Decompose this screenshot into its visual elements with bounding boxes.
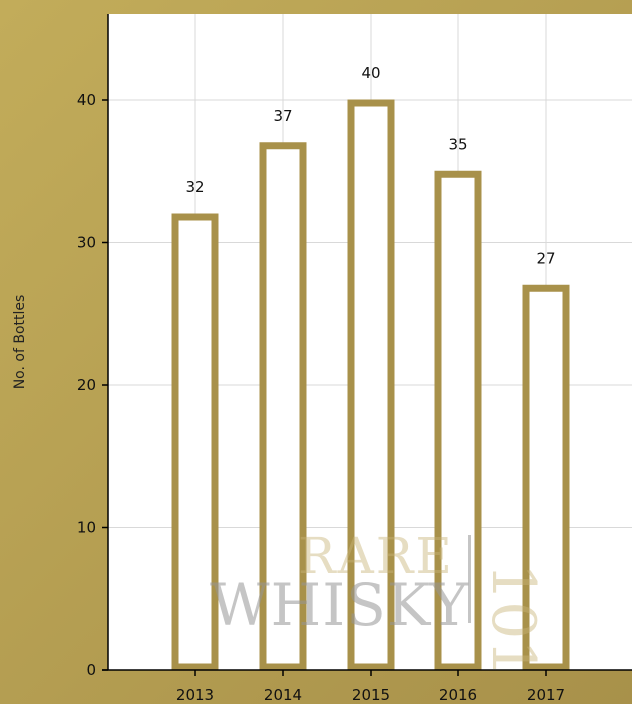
y-tick-label: 40: [77, 91, 96, 109]
y-tick-label: 30: [77, 234, 96, 252]
bar-2017: [522, 284, 570, 671]
data-label-2017: 27: [536, 249, 555, 267]
bar-2013: [171, 213, 219, 671]
bar-2015: [347, 99, 395, 671]
x-tick-label-2016: 2016: [439, 686, 477, 704]
x-tick-label-2013: 2013: [176, 686, 214, 704]
data-label-2016: 35: [448, 135, 467, 153]
bars: [171, 99, 570, 671]
data-label-2015: 40: [361, 64, 380, 82]
x-tick-label-2015: 2015: [352, 686, 390, 704]
bar-2014: [259, 142, 307, 671]
x-tick-label-2014: 2014: [264, 686, 302, 704]
x-tick-label-2017: 2017: [527, 686, 565, 704]
value-labels: 32 37 40 35 27: [185, 64, 555, 267]
y-axis-label: No. of Bottles: [12, 295, 28, 390]
bar-2016: [434, 170, 482, 671]
data-label-2014: 37: [273, 107, 292, 125]
y-tick-label: 0: [86, 661, 96, 679]
data-label-2013: 32: [185, 178, 204, 196]
axes: 0 10 20 30 40 2013 2014 2015 2016 2017: [77, 14, 632, 704]
y-tick-label: 10: [77, 519, 96, 537]
y-tick-label: 20: [77, 376, 96, 394]
